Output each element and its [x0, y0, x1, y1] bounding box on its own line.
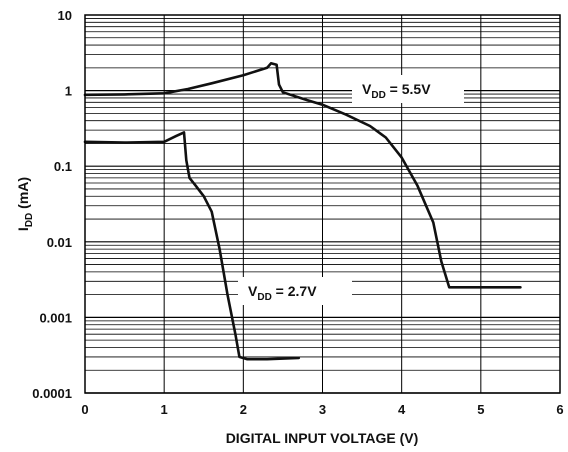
y-tick-label: 1 [65, 84, 72, 99]
x-tick-label: 5 [477, 402, 484, 417]
series-label-vdd-2-7v: VDD = 2.7V [248, 283, 317, 303]
annotations: VDD = 5.5V VDD = 2.7V [238, 75, 464, 305]
x-tick-labels: 0 1 2 3 4 5 6 [81, 402, 563, 417]
y-tick-label: 10 [58, 8, 72, 23]
x-tick-label: 1 [161, 402, 168, 417]
series-label-background [352, 75, 464, 103]
series-line-vdd-2-7v [83, 131, 301, 361]
y-tick-label: 0.0001 [32, 386, 72, 401]
y-tick-label: 0.001 [39, 310, 72, 325]
series-label-background [238, 277, 352, 305]
x-tick-label: 0 [81, 402, 88, 417]
series-lines [83, 62, 522, 361]
x-tick-label: 6 [556, 402, 563, 417]
y-axis-title-sub: DD [24, 213, 35, 227]
y-tick-label: 0.01 [47, 235, 72, 250]
series-line-vdd-5-5v [83, 62, 522, 289]
y-axis-title: IDD (mA) [15, 177, 35, 231]
y-axis-title-main: I [15, 227, 31, 231]
x-axis-title: DIGITAL INPUT VOLTAGE (V) [226, 430, 419, 446]
series-label-vdd-5-5v: VDD = 5.5V [362, 81, 431, 101]
y-tick-label: 0.1 [54, 159, 72, 174]
x-tick-label: 3 [319, 402, 326, 417]
x-tick-label: 4 [398, 402, 406, 417]
y-axis-title-unit: (mA) [15, 177, 31, 213]
grid [84, 15, 561, 394]
x-tick-label: 2 [240, 402, 247, 417]
plot-frame [84, 14, 561, 394]
y-tick-labels: 10 1 0.1 0.01 0.001 0.0001 [32, 8, 72, 401]
